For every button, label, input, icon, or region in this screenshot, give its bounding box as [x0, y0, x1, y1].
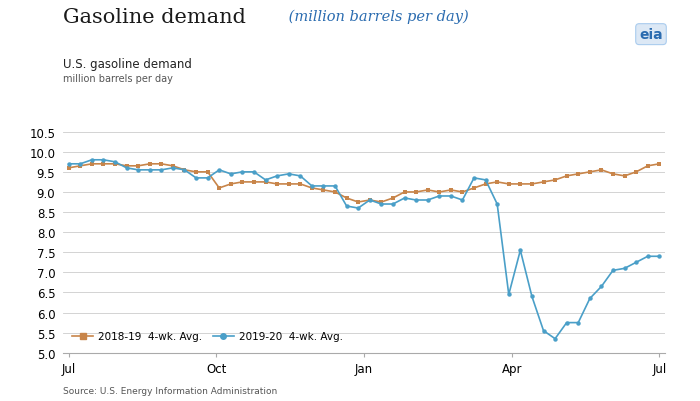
Text: eia: eia [639, 28, 663, 42]
Text: U.S. gasoline demand: U.S. gasoline demand [63, 58, 192, 71]
Text: Source: U.S. Energy Information Administration: Source: U.S. Energy Information Administ… [63, 386, 277, 395]
Text: (million barrels per day): (million barrels per day) [284, 10, 468, 24]
Text: Gasoline demand: Gasoline demand [63, 8, 246, 27]
Legend: 2018-19  4-wk. Avg., 2019-20  4-wk. Avg.: 2018-19 4-wk. Avg., 2019-20 4-wk. Avg. [68, 327, 347, 346]
Text: million barrels per day: million barrels per day [63, 74, 173, 84]
